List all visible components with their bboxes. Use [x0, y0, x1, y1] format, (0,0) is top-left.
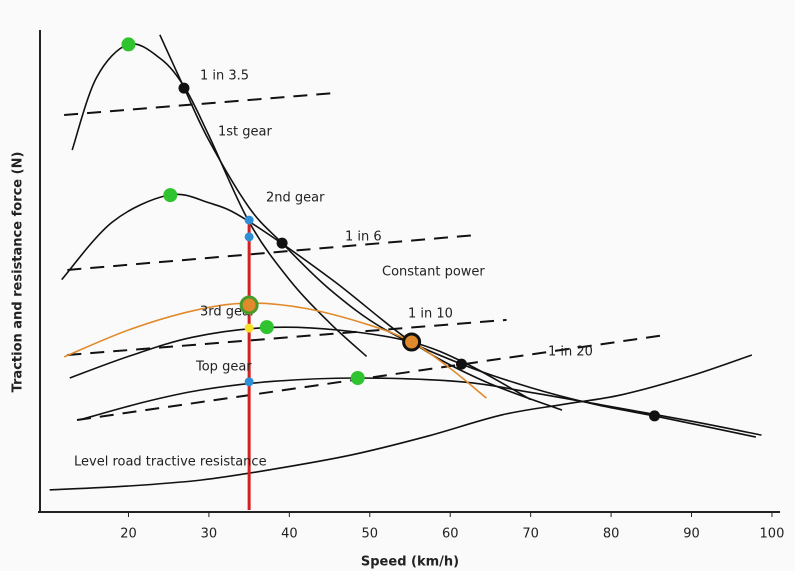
curve-label: Constant power	[382, 265, 485, 280]
curve	[71, 43, 368, 357]
point	[239, 295, 259, 315]
curve	[80, 377, 762, 436]
x-tick-label: 70	[522, 527, 539, 542]
point	[121, 37, 136, 52]
grade-line	[67, 318, 507, 356]
curve	[49, 354, 753, 491]
grade-line	[76, 333, 667, 421]
curve-label: 2nd gear	[266, 191, 325, 206]
curve-label: Top gear	[195, 360, 252, 375]
point	[244, 323, 254, 333]
x-axis-title: Speed (km/h)	[361, 555, 459, 570]
curve-label: 1 in 10	[408, 307, 453, 322]
point	[455, 358, 467, 370]
curve	[61, 193, 563, 411]
point	[163, 188, 178, 203]
x-tick-label: 30	[201, 527, 218, 542]
curve-label: 1 in 6	[345, 230, 382, 245]
curve-label: 1 in 20	[548, 345, 593, 360]
point	[244, 215, 254, 225]
curve-label: Level road tractive resistance	[74, 455, 267, 470]
x-tick-label: 20	[120, 527, 137, 542]
point	[276, 237, 288, 249]
x-tick-label: 100	[760, 527, 785, 542]
point	[244, 232, 254, 242]
curve-label: 1st gear	[218, 125, 272, 140]
point	[178, 82, 190, 94]
point	[244, 377, 254, 387]
point	[350, 371, 365, 385]
x-tick-label: 80	[603, 527, 620, 542]
point	[402, 332, 422, 352]
curve	[63, 302, 487, 399]
x-tick-label: 40	[281, 527, 298, 542]
point	[259, 320, 274, 335]
y-axis-title: Traction and resistance force (N)	[11, 152, 26, 393]
x-tick-label: 60	[442, 527, 459, 542]
x-tick-label: 50	[362, 527, 379, 542]
x-tick-label: 90	[683, 527, 700, 542]
curve-label: 1 in 3.5	[200, 69, 249, 84]
point	[649, 410, 661, 422]
